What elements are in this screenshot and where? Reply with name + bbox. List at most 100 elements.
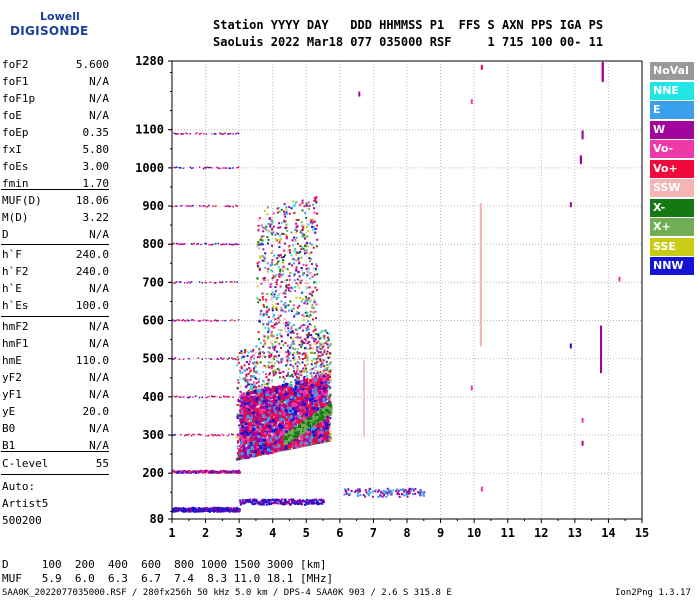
echo-point [244, 379, 247, 382]
echo-point [243, 450, 247, 454]
echo-point [267, 238, 270, 241]
echo-point [288, 274, 291, 277]
echo-point [244, 436, 248, 440]
echo-point [262, 380, 265, 383]
echo-point [264, 441, 268, 445]
echo-point [281, 261, 284, 264]
echo-point [285, 212, 288, 215]
echo-point [287, 414, 291, 418]
ionogram-echoes [172, 61, 621, 513]
echo-point [328, 344, 331, 347]
echo-point [271, 263, 274, 266]
echo-point [249, 368, 252, 371]
echo-point [296, 225, 299, 228]
echo-point [271, 277, 274, 280]
echo-point [329, 386, 332, 389]
echo-point [303, 252, 306, 255]
y-tick-label: 1100 [135, 123, 164, 137]
echo-point [263, 352, 266, 355]
echo-point [267, 444, 271, 448]
echo-point [287, 352, 290, 355]
echo-point [328, 396, 331, 399]
echo-point [305, 327, 308, 330]
param-value: N/A [89, 92, 109, 105]
echo-point [315, 196, 318, 199]
echo-point [265, 300, 268, 303]
echo-point [300, 346, 303, 349]
echo-point [271, 449, 274, 452]
echo-point [256, 370, 259, 373]
echo-point [301, 314, 304, 317]
echo-point [267, 316, 270, 319]
echo-point [277, 296, 280, 299]
echo-point [305, 374, 308, 377]
echo-point [319, 365, 322, 368]
echo-point [249, 415, 252, 418]
echo-point [310, 336, 313, 339]
echo-point [238, 437, 241, 440]
echo-point [240, 429, 244, 433]
echo-point [315, 341, 318, 344]
echo-point [329, 393, 332, 396]
echo-point [313, 301, 316, 304]
echo-point [314, 228, 317, 231]
echo-point [257, 228, 260, 231]
echo-point [294, 373, 297, 376]
echo-point [320, 384, 324, 388]
echo-point [276, 211, 279, 214]
echo-point [275, 425, 279, 429]
echo-point [299, 379, 303, 383]
echo-point [300, 325, 303, 328]
echo-point [320, 348, 323, 351]
echo-point [252, 374, 255, 377]
echo-point [235, 458, 238, 461]
echo-point [261, 255, 264, 258]
echo-point [287, 351, 290, 354]
echo-point [275, 355, 278, 358]
echo-point [284, 227, 287, 230]
echo-point [310, 383, 314, 387]
param-row-ye: yE 20.0 [2, 403, 109, 420]
echo-point [247, 372, 250, 375]
echo-point [259, 243, 262, 246]
echo-point [253, 422, 257, 426]
echo-point [267, 222, 270, 225]
echo-point [271, 250, 274, 253]
echo-point [247, 351, 250, 354]
echo-point [305, 329, 308, 332]
param-name: M(D) [2, 211, 29, 224]
echo-point [311, 306, 314, 309]
echo-point [249, 387, 252, 390]
x-tick-label: 2 [202, 526, 209, 540]
param-row-fmin: fmin 1.70 [2, 175, 109, 192]
echo-point [286, 229, 289, 232]
echo-point [301, 404, 305, 408]
echo-point [322, 397, 326, 401]
echo-point [250, 419, 253, 422]
echo-point [310, 363, 313, 366]
echo-point [245, 368, 248, 371]
echo-point [308, 257, 311, 260]
echo-point [287, 388, 291, 392]
echo-point [249, 451, 253, 455]
echo-point [278, 420, 282, 424]
echo-point [310, 293, 313, 296]
y-tick-label: 600 [142, 314, 164, 328]
echo-point [308, 292, 311, 295]
chart-grid: 1 2 3 4 5 6 7 8 9 10 11 12 13 14 158020030040050060070… [135, 54, 649, 540]
echo-point [314, 389, 318, 393]
echo-point [311, 275, 314, 278]
echo-point [309, 431, 313, 435]
echo-point [272, 365, 275, 368]
echo-point [327, 346, 330, 349]
echo-point [301, 291, 304, 294]
echo-point [275, 322, 278, 325]
echo-point [306, 274, 309, 277]
echo-point [261, 450, 265, 454]
echo-point [329, 361, 332, 364]
echo-point [275, 302, 278, 305]
echo-point [311, 347, 314, 350]
echo-point [295, 437, 298, 440]
echo-point [257, 301, 260, 304]
echo-point [257, 385, 260, 388]
